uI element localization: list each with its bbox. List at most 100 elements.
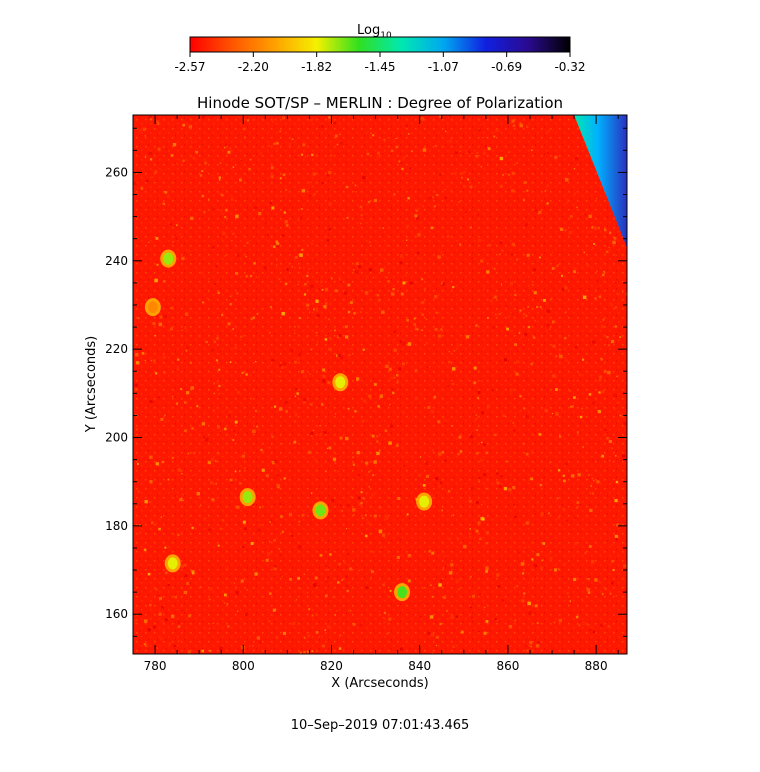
noise-speck <box>254 409 257 412</box>
noise-speck <box>567 592 569 594</box>
noise-speck <box>357 474 360 477</box>
noise-speck <box>376 435 379 438</box>
noise-speck <box>316 314 320 318</box>
noise-speck <box>338 277 342 281</box>
noise-speck <box>553 621 556 624</box>
noise-speck <box>269 201 272 205</box>
noise-speck <box>478 238 482 243</box>
noise-speck <box>452 367 456 371</box>
noise-speck <box>286 457 288 459</box>
noise-speck <box>396 374 399 377</box>
noise-speck <box>385 364 389 368</box>
noise-speck <box>385 516 389 520</box>
noise-speck <box>275 636 279 639</box>
noise-speck <box>136 428 138 431</box>
noise-speck <box>336 335 340 339</box>
noise-speck <box>258 640 262 644</box>
noise-speck <box>263 266 268 270</box>
noise-speck <box>328 171 332 175</box>
noise-speck <box>512 421 515 424</box>
noise-speck <box>609 231 612 235</box>
noise-speck <box>587 624 590 627</box>
noise-speck <box>611 544 614 546</box>
noise-speck <box>321 538 325 542</box>
noise-speck <box>592 459 594 461</box>
noise-speck <box>443 555 446 558</box>
noise-speck <box>417 233 421 237</box>
noise-speck <box>614 534 618 539</box>
noise-speck <box>359 623 363 627</box>
noise-speck <box>565 311 567 313</box>
noise-speck <box>578 624 581 627</box>
noise-speck <box>333 121 337 125</box>
noise-speck <box>164 190 168 194</box>
noise-speck <box>273 567 277 571</box>
noise-speck <box>400 254 404 258</box>
noise-speck <box>283 211 286 214</box>
noise-speck <box>440 251 443 253</box>
noise-speck <box>477 391 481 394</box>
noise-speck <box>430 410 434 414</box>
noise-speck <box>559 349 561 351</box>
noise-speck <box>433 190 436 193</box>
noise-speck <box>598 580 601 583</box>
noise-speck <box>279 177 282 180</box>
noise-speck <box>258 506 261 509</box>
noise-speck <box>156 647 158 649</box>
noise-speck <box>394 491 396 493</box>
noise-speck <box>150 359 153 362</box>
noise-speck <box>480 124 482 126</box>
noise-speck <box>208 278 210 280</box>
noise-speck <box>162 202 165 205</box>
noise-speck <box>221 193 224 197</box>
noise-speck <box>345 575 348 578</box>
noise-speck <box>534 510 536 512</box>
noise-speck <box>402 281 406 285</box>
noise-speck <box>516 162 518 164</box>
noise-speck <box>444 459 447 462</box>
noise-speck <box>227 150 231 154</box>
noise-speck <box>564 337 567 340</box>
noise-speck <box>177 533 180 536</box>
noise-speck <box>414 327 418 331</box>
noise-speck <box>279 267 282 270</box>
noise-speck <box>218 176 221 179</box>
noise-speck <box>613 237 617 240</box>
noise-speck <box>411 150 413 153</box>
noise-speck <box>512 486 516 489</box>
noise-speck <box>515 372 519 376</box>
noise-speck <box>587 264 589 267</box>
noise-speck <box>284 401 288 404</box>
noise-speck <box>235 272 239 275</box>
noise-speck <box>319 554 323 557</box>
noise-speck <box>298 520 301 523</box>
noise-speck <box>555 637 557 640</box>
noise-speck <box>223 146 226 149</box>
noise-speck <box>301 370 305 374</box>
noise-speck <box>217 544 220 547</box>
noise-speck <box>334 329 336 332</box>
noise-speck <box>170 327 173 331</box>
noise-speck <box>485 145 487 147</box>
noise-speck <box>625 382 627 385</box>
noise-speck <box>485 451 488 455</box>
noise-speck <box>221 238 223 240</box>
noise-speck <box>281 366 284 369</box>
noise-speck <box>254 572 258 576</box>
noise-speck <box>388 367 392 371</box>
noise-speck <box>496 472 499 475</box>
noise-speck <box>575 346 578 349</box>
noise-speck <box>469 575 472 578</box>
noise-speck <box>296 357 300 361</box>
noise-speck <box>160 620 165 624</box>
noise-speck <box>399 261 403 265</box>
noise-speck <box>184 574 188 578</box>
noise-speck <box>421 301 425 305</box>
noise-speck <box>440 481 443 484</box>
noise-speck <box>534 320 536 322</box>
noise-speck <box>390 149 394 152</box>
noise-speck <box>587 591 591 594</box>
noise-speck <box>571 474 575 478</box>
bright-patch <box>147 301 158 314</box>
noise-speck <box>353 312 356 315</box>
